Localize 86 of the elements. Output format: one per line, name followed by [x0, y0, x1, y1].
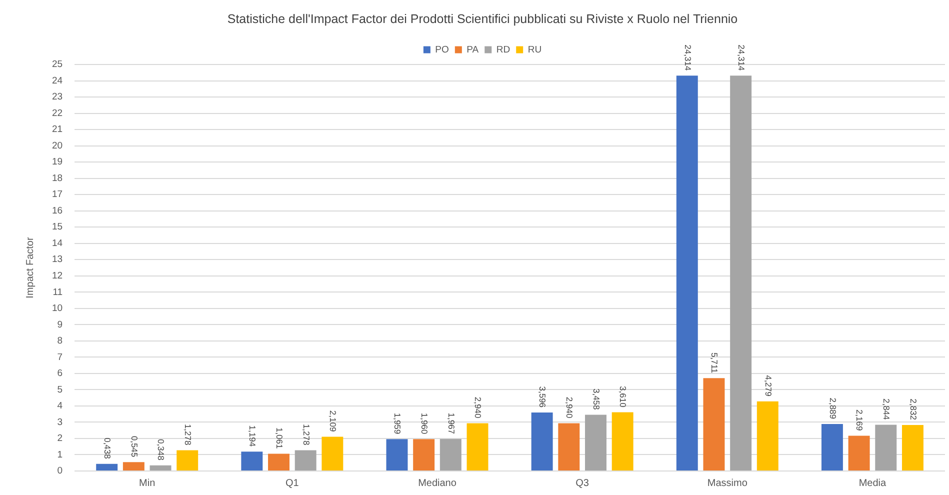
- bar: [150, 465, 172, 470]
- y-tick-label: 11: [52, 286, 63, 298]
- legend-label: PO: [435, 44, 449, 56]
- bar: [730, 76, 752, 470]
- bar: [386, 439, 408, 470]
- bar: [902, 424, 924, 470]
- data-label: 24,314: [682, 44, 693, 71]
- data-label: 2,889: [828, 398, 838, 420]
- x-tick-label: Massimo: [707, 478, 748, 489]
- bar: [122, 462, 144, 470]
- y-tick-label: 17: [52, 189, 63, 200]
- data-label: 0,348: [156, 439, 166, 461]
- y-tick-label: 25: [52, 59, 63, 70]
- bar: [585, 414, 606, 470]
- data-label: 1,967: [446, 412, 456, 434]
- data-label: 0,438: [102, 438, 112, 460]
- y-tick-label: 8: [57, 336, 63, 347]
- data-label: 2,109: [328, 410, 338, 432]
- bar: [875, 424, 897, 470]
- bar: [756, 401, 778, 470]
- y-axis-title: Impact Factor: [24, 236, 36, 298]
- y-tick-label: 3: [57, 416, 63, 428]
- bar: [558, 423, 580, 470]
- bar: [821, 424, 843, 470]
- bar: [612, 412, 634, 470]
- y-tick-label: 6: [57, 368, 63, 380]
- chart-title: Statistiche dell'Impact Factor dei Prodotti Scientifici pubblicati su Riviste x Ruolo nel Triennio: [227, 12, 738, 26]
- x-tick-label: Q3: [576, 478, 590, 489]
- data-label: 3,610: [618, 386, 628, 408]
- y-tick-label: 23: [52, 92, 63, 103]
- data-label: 2,940: [473, 396, 484, 418]
- y-tick-label: 9: [57, 319, 63, 330]
- data-label: 1,278: [183, 424, 194, 446]
- y-tick-label: 14: [52, 238, 63, 249]
- y-tick-label: 16: [52, 205, 63, 216]
- bar: [531, 412, 553, 470]
- x-tick-label: Media: [858, 478, 887, 489]
- y-tick-label: 20: [52, 140, 63, 152]
- bar: [268, 454, 290, 470]
- bar: [241, 452, 263, 470]
- bar: [703, 378, 725, 470]
- data-label: 3,596: [538, 386, 548, 408]
- data-label: 1,959: [392, 412, 403, 434]
- data-label: 3,458: [591, 388, 602, 410]
- bar: [466, 423, 488, 470]
- data-label: 5,711: [710, 352, 720, 374]
- y-tick-label: 2: [57, 433, 63, 444]
- data-label: 1,278: [301, 424, 312, 446]
- data-label: 2,844: [882, 398, 892, 420]
- bar: [96, 464, 118, 470]
- data-label: 24,314: [736, 44, 746, 71]
- data-label: 2,832: [908, 398, 918, 420]
- y-tick-label: 4: [57, 400, 63, 412]
- y-tick-label: 12: [52, 270, 63, 282]
- bar: [294, 450, 316, 470]
- bar: [322, 436, 344, 470]
- bar: [676, 76, 698, 470]
- data-label: 2,169: [854, 409, 865, 431]
- y-tick-label: 7: [57, 352, 63, 363]
- y-tick-label: 1: [57, 449, 63, 460]
- data-label: 1,061: [274, 427, 284, 450]
- bar: [176, 450, 198, 470]
- y-tick-label: 13: [52, 254, 63, 266]
- x-tick-label: Min: [139, 478, 156, 489]
- bar: [440, 439, 462, 470]
- data-label: 0,545: [129, 436, 140, 458]
- data-label: 1,960: [419, 412, 430, 434]
- legend-label: RU: [528, 44, 542, 56]
- data-label: 2,940: [564, 396, 575, 418]
- y-tick-label: 22: [52, 108, 63, 119]
- data-label: 1,194: [248, 425, 258, 447]
- y-tick-label: 10: [52, 303, 63, 314]
- y-tick-label: 24: [52, 75, 63, 86]
- y-tick-label: 15: [52, 222, 63, 233]
- data-label: 4,279: [763, 375, 774, 397]
- y-tick-label: 5: [57, 384, 63, 396]
- legend-label: RD: [496, 44, 510, 56]
- bar: [848, 436, 870, 470]
- legend-label: PA: [466, 44, 480, 56]
- x-tick-label: Mediano: [418, 478, 457, 489]
- y-tick-label: 0: [57, 466, 63, 477]
- bar: [413, 439, 435, 470]
- y-tick-label: 18: [52, 172, 63, 184]
- y-tick-label: 19: [52, 156, 63, 168]
- x-tick-label: Q1: [286, 478, 300, 489]
- y-tick-label: 21: [52, 124, 63, 136]
